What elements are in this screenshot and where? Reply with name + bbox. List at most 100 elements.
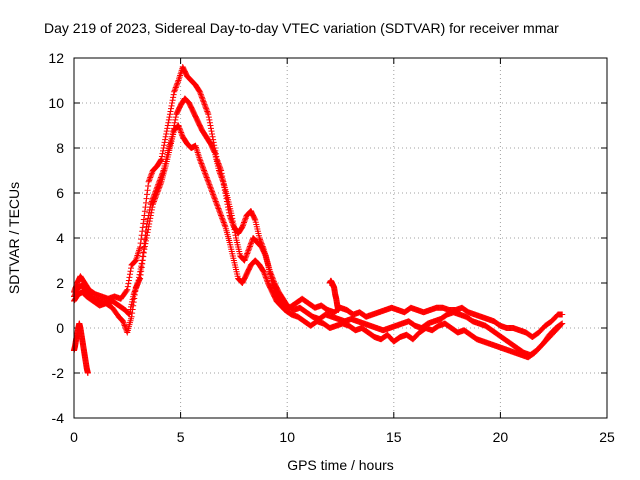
data-point [207,185,214,192]
data-point [163,130,170,137]
data-point [210,136,217,143]
data-point [203,105,210,112]
data-point [210,191,217,198]
data-point [152,195,159,202]
data-point [170,91,177,98]
data-point [148,209,155,216]
data-point [267,268,274,275]
data-point [161,139,168,146]
data-point [147,173,154,180]
data-point [146,177,153,184]
data-point [205,111,212,118]
data-point [557,322,564,329]
data-point [131,291,138,298]
y-tick-label: -2 [52,365,65,381]
data-point [206,181,213,188]
data-point [217,170,224,177]
data-point [139,260,146,267]
data-point [202,170,209,177]
plot-frame [73,57,608,419]
data-point [139,257,146,264]
data-point [128,265,135,272]
y-tick-label: 0 [56,320,64,336]
data-point [155,187,162,194]
data-point [148,171,155,178]
data-point [140,216,147,223]
data-point [204,177,211,184]
data-point [247,242,254,249]
data-point [217,171,224,178]
data-point [128,313,135,320]
data-point [167,108,174,115]
data-point [221,222,228,229]
data-point [242,256,249,263]
data-point [137,275,144,282]
data-point [161,142,168,149]
data-point [164,122,171,129]
data-point [197,159,204,166]
data-point [216,208,223,215]
data-point [174,80,181,87]
data-point [205,180,212,187]
data-point [139,224,146,231]
data-point [123,287,130,294]
data-point [218,173,225,180]
data-point [176,125,183,132]
data-point [261,270,268,277]
data-point [162,133,169,140]
data-point [208,128,215,135]
data-point [157,157,164,164]
data-point [141,246,148,253]
data-point [256,235,263,241]
data-point [198,92,205,99]
data-point [251,215,258,222]
data-point [168,102,175,109]
data-point [174,78,181,85]
data-point [213,201,220,208]
data-point [153,191,160,198]
data-point [206,116,213,123]
data-point [220,218,227,225]
data-point [148,170,155,177]
x-tick-label: 15 [386,429,402,445]
data-point [156,182,163,189]
data-point [196,88,203,95]
data-point [217,211,224,218]
data-point [221,220,228,227]
data-point [200,166,207,173]
data-point [220,219,227,226]
data-point [211,194,218,201]
data-point [173,81,180,88]
data-point [171,87,178,94]
data-point [130,299,137,306]
data-point [131,295,138,302]
data-point [144,232,151,239]
data-point [198,160,205,167]
data-point [146,220,153,227]
data-point [142,199,149,206]
data-point [263,275,270,282]
data-point [129,310,136,317]
data-point [209,190,216,196]
data-point [147,212,154,219]
series-group [71,277,342,376]
data-point [201,101,208,108]
data-point [335,307,342,313]
data-point [207,184,214,191]
series-group [71,64,566,340]
data-point [242,215,249,222]
data-point [170,94,177,101]
data-point [172,85,179,92]
data-point [213,199,220,206]
data-point [169,97,176,104]
data-point [145,223,152,230]
data-point [129,306,136,313]
data-point [207,125,214,132]
data-point [262,251,269,258]
data-point [144,191,151,198]
x-axis-label: GPS time / hours [287,457,394,473]
data-point [219,175,226,182]
data-point [242,216,249,223]
data-point [140,244,147,251]
data-point [268,272,275,279]
